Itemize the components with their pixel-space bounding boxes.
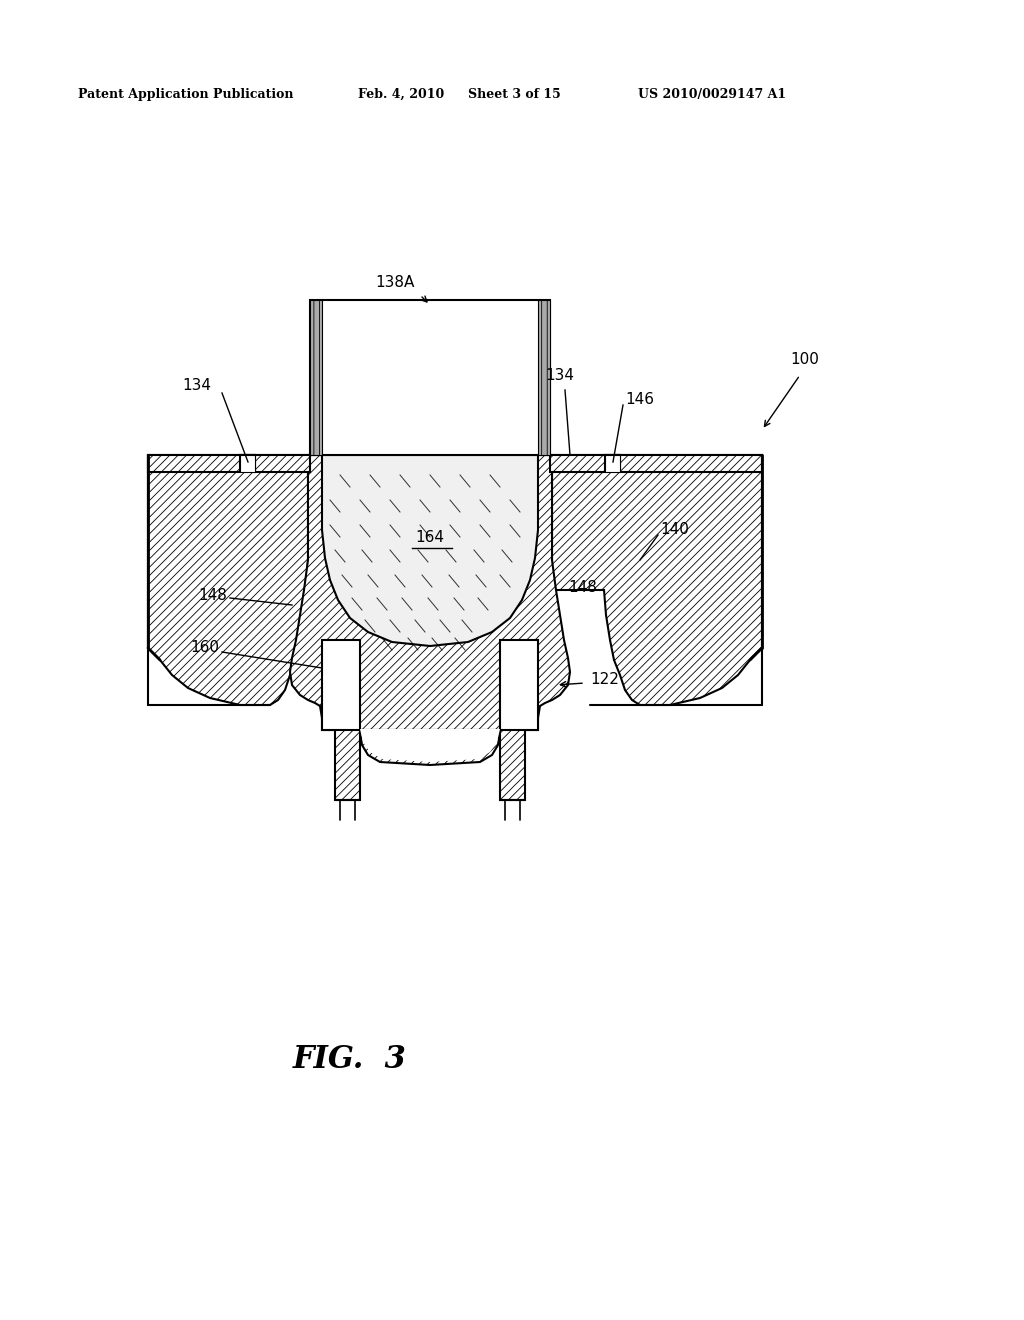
- Text: 122: 122: [590, 672, 618, 688]
- Text: Sheet 3 of 15: Sheet 3 of 15: [468, 88, 561, 102]
- Text: 138A: 138A: [376, 275, 415, 290]
- Polygon shape: [552, 455, 762, 705]
- Polygon shape: [360, 729, 500, 762]
- Text: 160: 160: [190, 640, 219, 656]
- Text: 134: 134: [545, 367, 574, 383]
- Polygon shape: [148, 455, 308, 705]
- Text: FIG.  3: FIG. 3: [293, 1044, 407, 1076]
- Polygon shape: [538, 300, 550, 455]
- Polygon shape: [310, 300, 550, 455]
- Polygon shape: [240, 455, 255, 473]
- Polygon shape: [550, 455, 762, 473]
- Text: US 2010/0029147 A1: US 2010/0029147 A1: [638, 88, 786, 102]
- Text: 164: 164: [416, 531, 444, 545]
- Text: Feb. 4, 2010: Feb. 4, 2010: [358, 88, 444, 102]
- Text: Patent Application Publication: Patent Application Publication: [78, 88, 294, 102]
- Text: 146: 146: [625, 392, 654, 408]
- Polygon shape: [290, 455, 570, 800]
- Polygon shape: [322, 455, 538, 645]
- Polygon shape: [310, 300, 322, 455]
- Text: 140: 140: [660, 523, 689, 537]
- Text: 134: 134: [182, 378, 211, 392]
- Text: 148: 148: [198, 587, 227, 602]
- Polygon shape: [322, 640, 360, 730]
- Polygon shape: [148, 455, 310, 473]
- Polygon shape: [500, 640, 538, 730]
- Polygon shape: [605, 455, 620, 473]
- Polygon shape: [360, 730, 500, 766]
- Text: 100: 100: [790, 352, 819, 367]
- Text: 148: 148: [568, 581, 597, 595]
